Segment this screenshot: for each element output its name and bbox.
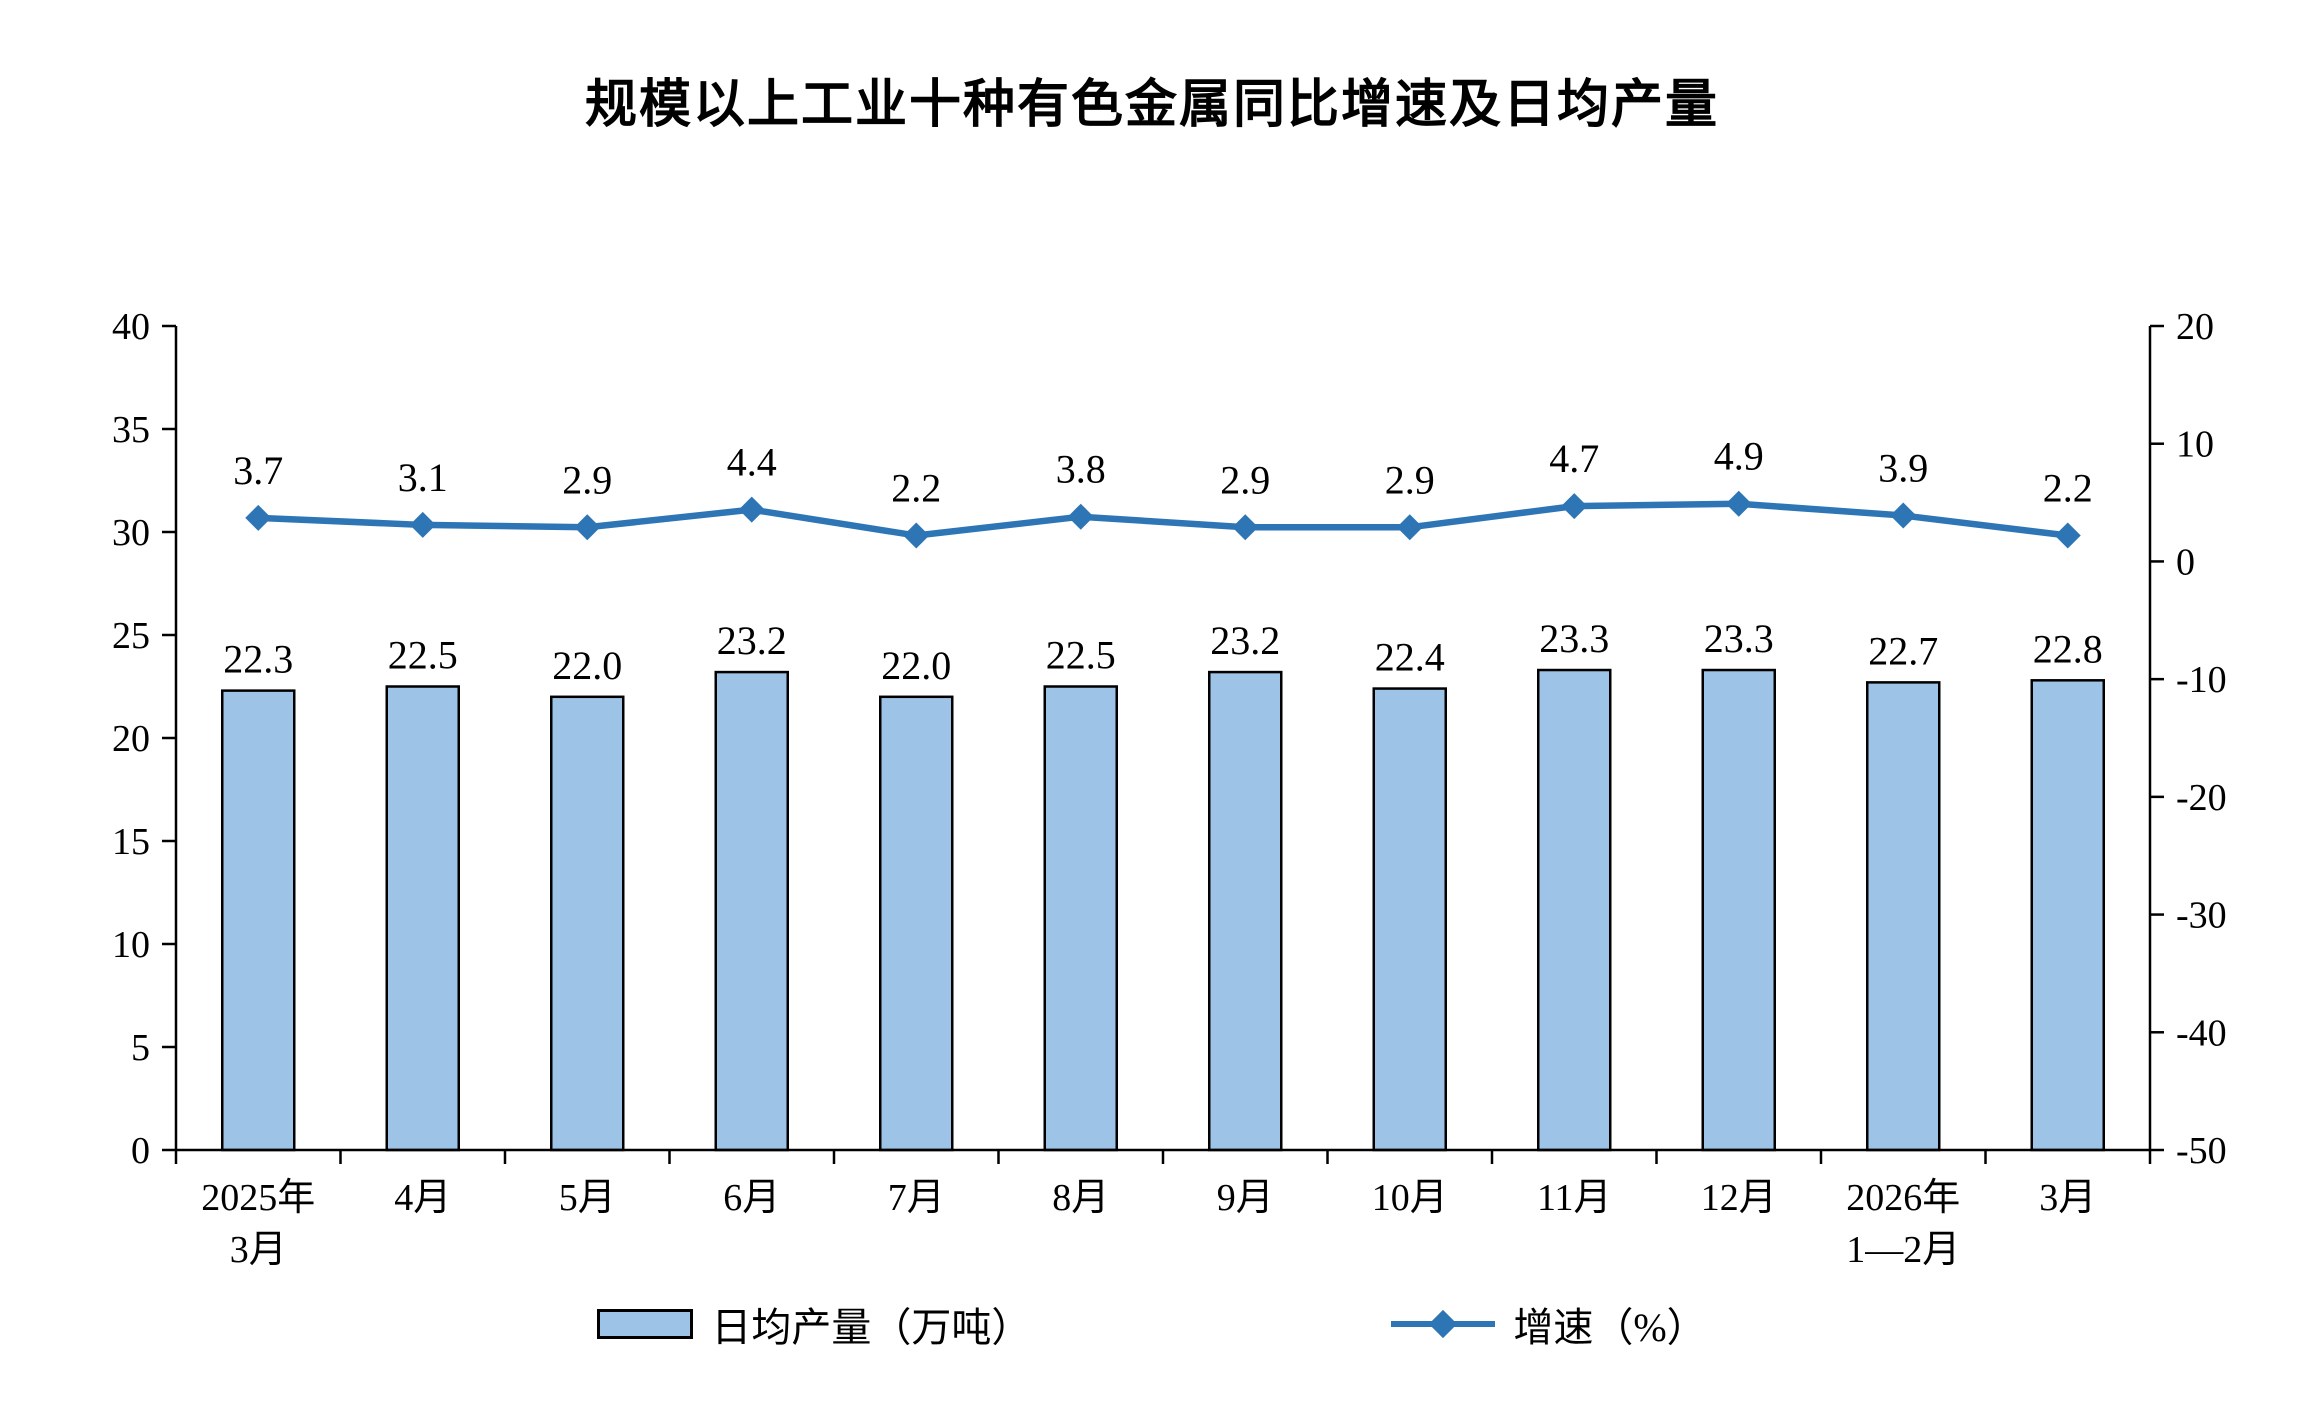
category-label: 5月 — [559, 1177, 616, 1219]
left-axis-tick-label: 20 — [112, 718, 150, 760]
legend-item-bars: 日均产量（万吨） — [597, 1295, 1031, 1353]
growth-line — [255, 500, 2071, 539]
right-axis-tick-label: 10 — [2176, 424, 2214, 466]
bar — [1701, 668, 1776, 1152]
legend-item-line: 增速（%） — [1391, 1295, 1707, 1353]
line-value-label: 2.2 — [2043, 466, 2093, 511]
category-label: 3月 — [2039, 1177, 2096, 1219]
category-label: 11月 — [1537, 1177, 1612, 1219]
left-axis-tick-label: 35 — [112, 409, 150, 451]
line-value-label: 3.9 — [1878, 446, 1928, 491]
category-label: 6月 — [723, 1177, 780, 1219]
bar-value-label: 22.5 — [388, 633, 458, 678]
left-axis-tick-label: 30 — [112, 512, 150, 554]
line-marker — [1725, 490, 1752, 517]
line-marker — [903, 522, 930, 549]
line-value-label: 4.7 — [1549, 436, 1599, 481]
category-label: 7月 — [888, 1177, 945, 1219]
line-value-label: 2.9 — [1385, 457, 1435, 502]
bar-value-label: 23.3 — [1539, 616, 1609, 661]
category-label: 4月 — [394, 1177, 451, 1219]
category-label: 2025年 — [201, 1177, 315, 1219]
line-value-label: 4.4 — [727, 440, 777, 485]
right-axis-tick-label: -50 — [2176, 1130, 2227, 1172]
chart-title: 规模以上工业十种有色金属同比增速及日均产量 — [584, 77, 1719, 134]
line-value-label: 2.2 — [891, 466, 941, 511]
legend-label-line: 增速（%） — [1513, 1305, 1707, 1350]
bar — [1208, 670, 1283, 1152]
bar — [221, 689, 296, 1152]
left-axis-tick-label: 0 — [131, 1130, 150, 1172]
bar-value-label: 22.0 — [552, 643, 622, 688]
bar-value-label: 22.0 — [881, 643, 951, 688]
line-marker — [2054, 522, 2081, 549]
chart-legend: 日均产量（万吨） 增速（%） — [0, 1295, 2304, 1353]
bar-value-label: 22.5 — [1046, 633, 1116, 678]
bar — [879, 695, 954, 1152]
line-marker — [1561, 493, 1588, 520]
right-axis-tick-label: -40 — [2176, 1012, 2227, 1054]
line-value-label: 2.9 — [1220, 457, 1270, 502]
line-value-label: 3.8 — [1056, 447, 1106, 492]
bar-value-label: 22.4 — [1375, 635, 1445, 680]
line-value-label: 2.9 — [562, 457, 612, 502]
line-value-label: 3.1 — [398, 455, 448, 500]
bar — [714, 670, 789, 1152]
bar-value-label: 23.2 — [1210, 618, 1280, 663]
line-marker — [409, 511, 436, 538]
category-label: 12月 — [1701, 1177, 1777, 1219]
line-swatch-icon — [1391, 1309, 1496, 1339]
right-axis-tick-label: -20 — [2176, 777, 2227, 819]
category-label: 2026年 — [1846, 1177, 1960, 1219]
line-marker — [1232, 514, 1259, 541]
left-axis-tick-label: 15 — [112, 821, 150, 863]
line-marker — [1396, 514, 1423, 541]
line-value-label: 3.7 — [233, 448, 283, 493]
category-label: 9月 — [1217, 1177, 1274, 1219]
bar-swatch-icon — [597, 1309, 694, 1339]
bar — [1537, 668, 1612, 1152]
right-axis-tick-label: -10 — [2176, 659, 2227, 701]
left-axis-tick-label: 40 — [112, 306, 150, 348]
bar-value-label: 23.3 — [1704, 616, 1774, 661]
bar-value-label: 23.2 — [717, 618, 787, 663]
diamond-marker-icon — [1429, 1309, 1458, 1339]
line-marker — [245, 504, 272, 531]
line-value-label: 4.9 — [1714, 434, 1764, 479]
line-marker — [1067, 503, 1094, 530]
bar-value-label: 22.3 — [223, 637, 293, 682]
right-axis-tick-label: 20 — [2176, 306, 2214, 348]
bar — [2030, 679, 2105, 1152]
left-axis-tick-label: 10 — [112, 924, 150, 966]
left-axis-tick-label: 25 — [112, 615, 150, 657]
line-marker — [574, 514, 601, 541]
left-axis-tick-label: 5 — [131, 1027, 150, 1069]
line-marker — [1890, 502, 1917, 529]
line-marker — [738, 496, 765, 523]
category-label: 3月 — [230, 1229, 287, 1271]
right-axis-tick-label: 0 — [2176, 541, 2195, 583]
bar — [1866, 681, 1941, 1152]
category-label: 1—2月 — [1846, 1229, 1960, 1271]
bar — [550, 695, 625, 1152]
category-label: 10月 — [1372, 1177, 1448, 1219]
bar-value-label: 22.7 — [1868, 628, 1938, 673]
bar — [1372, 687, 1447, 1152]
category-label: 8月 — [1052, 1177, 1109, 1219]
bar — [1043, 685, 1118, 1152]
bar — [385, 685, 460, 1152]
right-axis-tick-label: -30 — [2176, 895, 2227, 937]
legend-label-bars: 日均产量（万吨） — [711, 1305, 1032, 1350]
bar-value-label: 22.8 — [2033, 626, 2103, 671]
